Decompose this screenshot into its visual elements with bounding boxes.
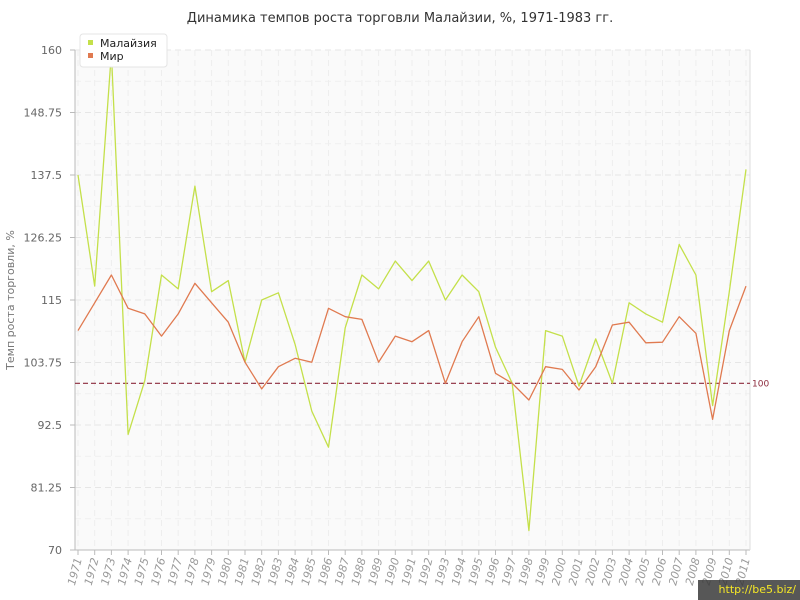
series-line-world — [77, 274, 747, 421]
legend: Малайзия Мир — [79, 33, 168, 68]
y-axis-label: Темп роста торговли, % — [4, 230, 17, 371]
legend-marker-world — [88, 53, 93, 58]
legend-label-world: Мир — [100, 50, 124, 63]
y-tick-label: 81.25 — [31, 482, 63, 495]
y-tick-label: 126.25 — [24, 232, 63, 245]
watermark: http://be5.biz/ — [698, 580, 800, 600]
legend-marker-malaysia — [88, 40, 93, 45]
y-tick-labels: 160 148.75 137.5 126.25 115 103.75 92.5 81.25 70 — [24, 44, 75, 557]
series-lines — [77, 52, 747, 532]
y-tick-label: 148.75 — [24, 107, 63, 120]
legend-label-malaysia: Малайзия — [100, 37, 157, 50]
legend-box — [79, 33, 168, 68]
y-tick-label: 92.5 — [38, 419, 63, 432]
y-tick-label: 137.5 — [31, 169, 63, 182]
y-tick-label: 70 — [48, 544, 62, 557]
reference-line: 100 — [75, 379, 769, 389]
reference-line-label: 100 — [752, 379, 769, 389]
chart-title: Динамика темпов роста торговли Малайзии,… — [187, 11, 613, 26]
x-tick-labels: 1971197219731974197519761977197819791980… — [65, 550, 753, 587]
y-tick-label: 160 — [41, 44, 62, 57]
series-line-malaysia — [77, 52, 747, 532]
y-tick-label: 115 — [41, 294, 62, 307]
y-tick-label: 103.75 — [24, 357, 63, 370]
